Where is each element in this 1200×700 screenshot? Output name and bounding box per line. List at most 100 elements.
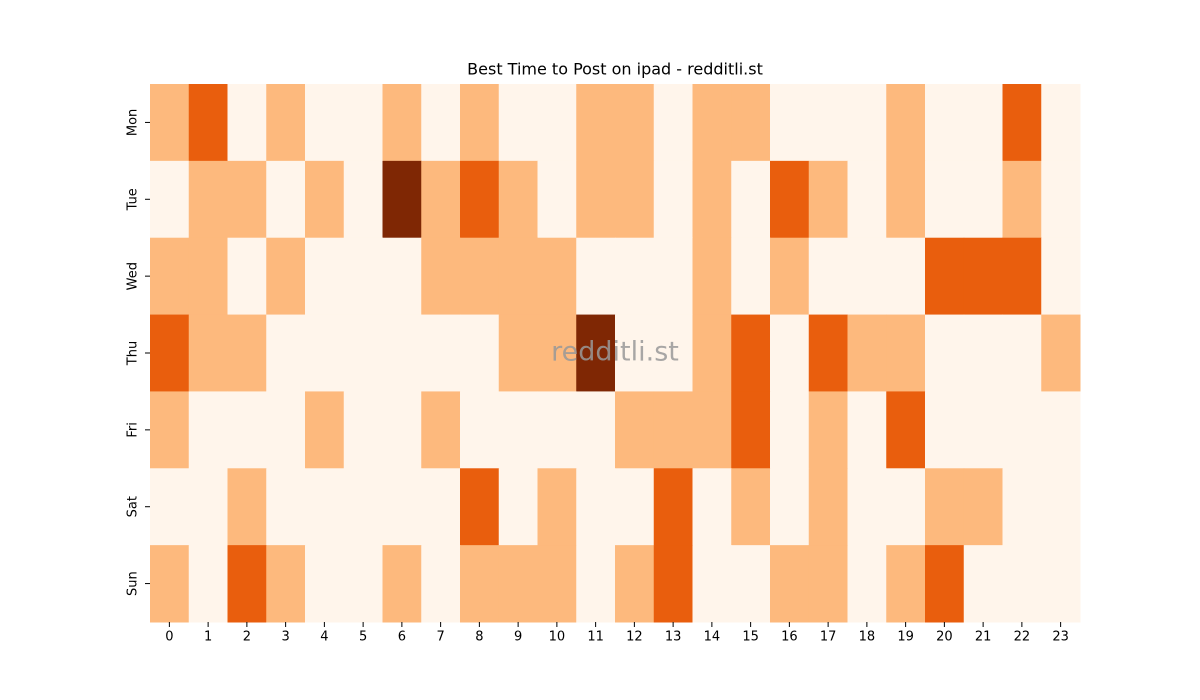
heatmap-cell (421, 391, 461, 469)
x-tick-label: 8 (475, 630, 483, 645)
heatmap-cell (1041, 160, 1081, 239)
heatmap-cell (537, 237, 577, 316)
heatmap-cell (382, 84, 422, 162)
heatmap-cell (886, 237, 926, 316)
heatmap-cell (382, 314, 422, 392)
heatmap-cell (1002, 237, 1042, 316)
heatmap-cell (498, 314, 538, 392)
heatmap-cell (266, 84, 306, 162)
heatmap-cell (188, 545, 228, 623)
heatmap-cell (615, 545, 655, 623)
heatmap-cell (653, 160, 693, 239)
heatmap-cell (343, 314, 383, 392)
heatmap-cell (808, 237, 848, 316)
heatmap-cell (963, 160, 1003, 239)
heatmap-cell (615, 314, 655, 392)
heatmap-cell (382, 391, 422, 469)
heatmap-cell (227, 160, 267, 239)
heatmap-cell (847, 314, 887, 392)
x-tick-label: 6 (398, 630, 406, 645)
heatmap-cell (731, 468, 771, 546)
heatmap-cell (421, 314, 461, 392)
heatmap-cell (963, 314, 1003, 392)
heatmap-cell (886, 84, 926, 162)
heatmap-cell (343, 391, 383, 469)
heatmap-cell (847, 391, 887, 469)
heatmap-cell (1002, 468, 1042, 546)
x-tick-label: 20 (936, 630, 953, 645)
heatmap-cell (886, 545, 926, 623)
heatmap-cell (266, 468, 306, 546)
heatmap-cell (653, 468, 693, 546)
heatmap-cell (188, 84, 228, 162)
heatmap-cell (305, 391, 345, 469)
heatmap-cell (382, 237, 422, 316)
heatmap-cell (963, 391, 1003, 469)
heatmap-cell (808, 160, 848, 239)
heatmap-cell (615, 391, 655, 469)
heatmap-cell (382, 468, 422, 546)
y-tick-label: Thu (126, 341, 141, 366)
y-tick-label: Wed (126, 262, 141, 290)
heatmap-cell (692, 391, 732, 469)
heatmap-cell (537, 314, 577, 392)
x-tick-label: 10 (549, 630, 566, 645)
heatmap-cell (460, 314, 500, 392)
heatmap-cell (925, 160, 965, 239)
x-tick-label: 21 (975, 630, 992, 645)
heatmap-cell (227, 468, 267, 546)
heatmap-cell (382, 545, 422, 623)
x-tick-label: 4 (320, 630, 328, 645)
heatmap-cell (1002, 84, 1042, 162)
heatmap-cell (421, 237, 461, 316)
heatmap-cell (808, 84, 848, 162)
heatmap-cell (653, 84, 693, 162)
heatmap-cell (576, 545, 616, 623)
heatmap-cell (886, 160, 926, 239)
heatmap-cell (963, 468, 1003, 546)
heatmap-cell (227, 84, 267, 162)
heatmap-cell (188, 160, 228, 239)
heatmap-cell (343, 237, 383, 316)
heatmap-cell (886, 391, 926, 469)
heatmap-cell (498, 160, 538, 239)
heatmap-cell (460, 545, 500, 623)
heatmap-cell (963, 84, 1003, 162)
heatmap-cell (963, 237, 1003, 316)
x-tick-label: 2 (243, 630, 251, 645)
heatmap-cell (1041, 391, 1081, 469)
y-tick-label: Mon (126, 109, 141, 136)
heatmap-cell (615, 160, 655, 239)
x-tick-label: 3 (281, 630, 289, 645)
heatmap-cell (305, 160, 345, 239)
heatmap-cell (150, 391, 190, 469)
x-tick-label: 22 (1014, 630, 1031, 645)
heatmap-cell (886, 468, 926, 546)
heatmap-cell (150, 468, 190, 546)
heatmap-cell (343, 468, 383, 546)
heatmap-cell (1002, 314, 1042, 392)
heatmap-cell (925, 545, 965, 623)
heatmap-cell (615, 84, 655, 162)
heatmap-cell (692, 468, 732, 546)
heatmap-cell (576, 160, 616, 239)
heatmap-cell (925, 391, 965, 469)
heatmap-cell (421, 468, 461, 546)
heatmap-cell (227, 545, 267, 623)
heatmap-cell (305, 237, 345, 316)
heatmap-cell (305, 468, 345, 546)
heatmap-cell (808, 391, 848, 469)
x-tick-label: 13 (665, 630, 682, 645)
heatmap-cell (925, 468, 965, 546)
heatmap-cell (615, 468, 655, 546)
heatmap-cell (770, 391, 810, 469)
heatmap-cell (925, 314, 965, 392)
heatmap-cell (576, 84, 616, 162)
heatmap-cell (266, 391, 306, 469)
heatmap-cell (576, 468, 616, 546)
heatmap-cell (1041, 84, 1081, 162)
x-tick-label: 23 (1052, 630, 1069, 645)
heatmap-cell (1002, 391, 1042, 469)
heatmap-cell (343, 160, 383, 239)
heatmap-cell (498, 237, 538, 316)
